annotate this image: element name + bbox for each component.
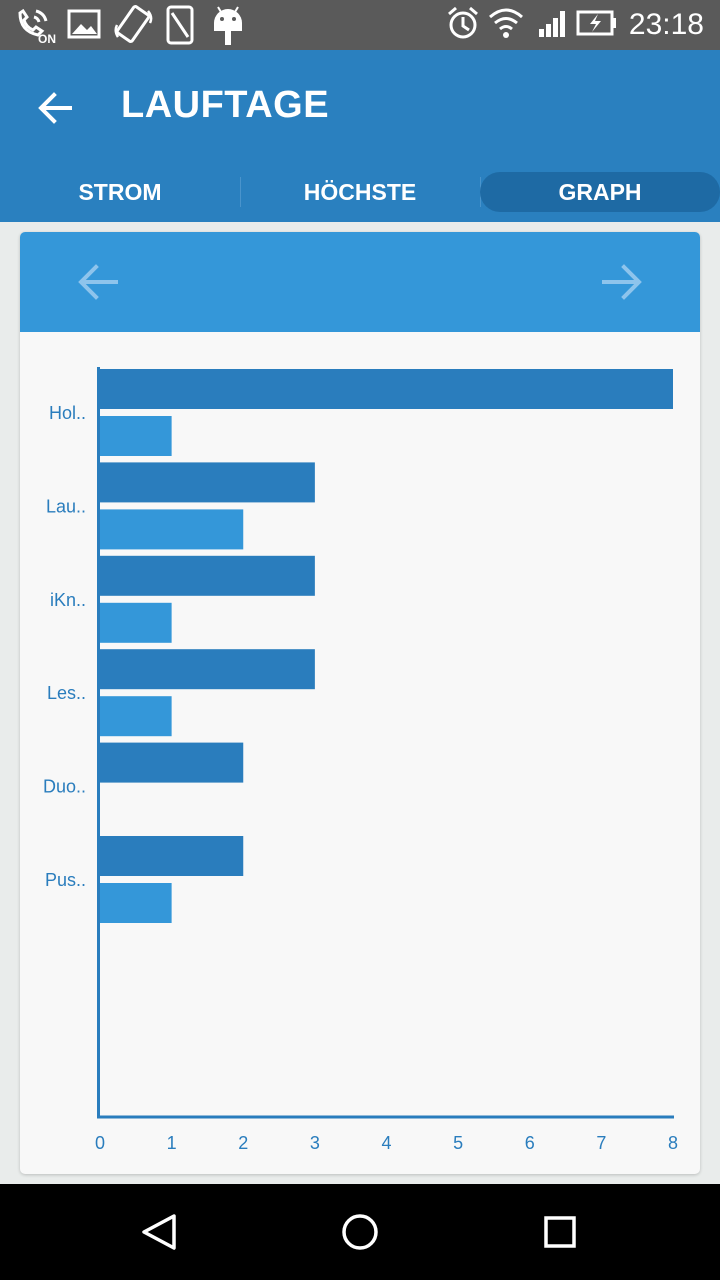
bar-primary-4 bbox=[100, 742, 244, 783]
category-label: Les.. bbox=[47, 683, 86, 703]
x-tick-label: 4 bbox=[381, 1133, 391, 1153]
nav-home-button[interactable] bbox=[338, 1210, 382, 1254]
bar-secondary-2 bbox=[100, 602, 172, 643]
bar-chart: Hol.. Lau.. iKn.. Les.. Duo.. Pus.. 0 1 2 3 4 5 6 7 8 bbox=[43, 367, 678, 1153]
bar-secondary-1 bbox=[100, 509, 244, 550]
tab-divider bbox=[240, 177, 241, 207]
alarm-icon bbox=[448, 6, 478, 39]
phone-icon bbox=[166, 5, 194, 45]
bar-primary-2 bbox=[100, 555, 315, 596]
back-button[interactable] bbox=[28, 82, 84, 134]
navigation-bar bbox=[0, 1184, 720, 1280]
x-tick-label: 0 bbox=[95, 1133, 105, 1153]
graph-card: Hol.. Lau.. iKn.. Les.. Duo.. Pus.. 0 1 2 3 4 5 6 7 8 bbox=[20, 232, 700, 1174]
android-icon bbox=[214, 6, 242, 45]
previous-button[interactable] bbox=[74, 260, 122, 304]
arrow-back-icon bbox=[38, 92, 72, 124]
next-button[interactable] bbox=[598, 260, 646, 304]
x-tick-label: 1 bbox=[167, 1133, 177, 1153]
bar-primary-3 bbox=[100, 649, 315, 690]
category-label: Pus.. bbox=[45, 870, 86, 890]
tab-graph[interactable]: GRAPH bbox=[480, 172, 720, 212]
bar-secondary-0 bbox=[100, 416, 172, 456]
page-title: LAUFTAGE bbox=[121, 84, 330, 126]
category-label: Duo.. bbox=[43, 777, 86, 797]
home-circle-icon bbox=[342, 1214, 378, 1250]
bar-primary-5 bbox=[100, 836, 244, 876]
category-label: iKn.. bbox=[50, 590, 86, 610]
x-tick-label: 6 bbox=[525, 1133, 535, 1153]
category-label: Hol.. bbox=[49, 403, 86, 423]
app-bar: LAUFTAGE STROM HÖCHSTE GRAPH bbox=[0, 50, 720, 222]
bar-secondary-3 bbox=[100, 696, 172, 737]
nfc-badge: ON bbox=[38, 32, 56, 45]
status-time: 23:18 bbox=[628, 8, 704, 41]
arrow-left-icon bbox=[78, 264, 118, 300]
nav-back-button[interactable] bbox=[138, 1210, 182, 1254]
call-forward-icon: ON bbox=[18, 8, 56, 45]
image-icon bbox=[67, 9, 101, 39]
battery-charging-icon bbox=[576, 10, 616, 36]
bar-secondary-5 bbox=[100, 883, 172, 923]
recents-square-icon bbox=[544, 1216, 576, 1248]
back-triangle-icon bbox=[142, 1214, 176, 1250]
card-header bbox=[20, 232, 700, 332]
x-tick-label: 2 bbox=[238, 1133, 248, 1153]
signal-icon bbox=[539, 11, 565, 37]
x-tick-label: 7 bbox=[596, 1133, 606, 1153]
tab-strom[interactable]: STROM bbox=[78, 179, 162, 205]
nav-recents-button[interactable] bbox=[538, 1210, 582, 1254]
arrow-right-icon bbox=[602, 264, 642, 300]
wifi-icon bbox=[489, 8, 523, 38]
status-bar: ON 23:18 bbox=[0, 0, 720, 50]
category-label: Lau.. bbox=[46, 496, 86, 516]
x-tick-label: 5 bbox=[453, 1133, 463, 1153]
bar-primary-1 bbox=[100, 462, 315, 503]
x-tick-label: 3 bbox=[310, 1133, 320, 1153]
screen-rotate-icon bbox=[114, 5, 153, 43]
bar-primary-0 bbox=[100, 369, 673, 409]
tab-hoechste[interactable]: HÖCHSTE bbox=[303, 179, 417, 205]
x-tick-label: 8 bbox=[668, 1133, 678, 1153]
